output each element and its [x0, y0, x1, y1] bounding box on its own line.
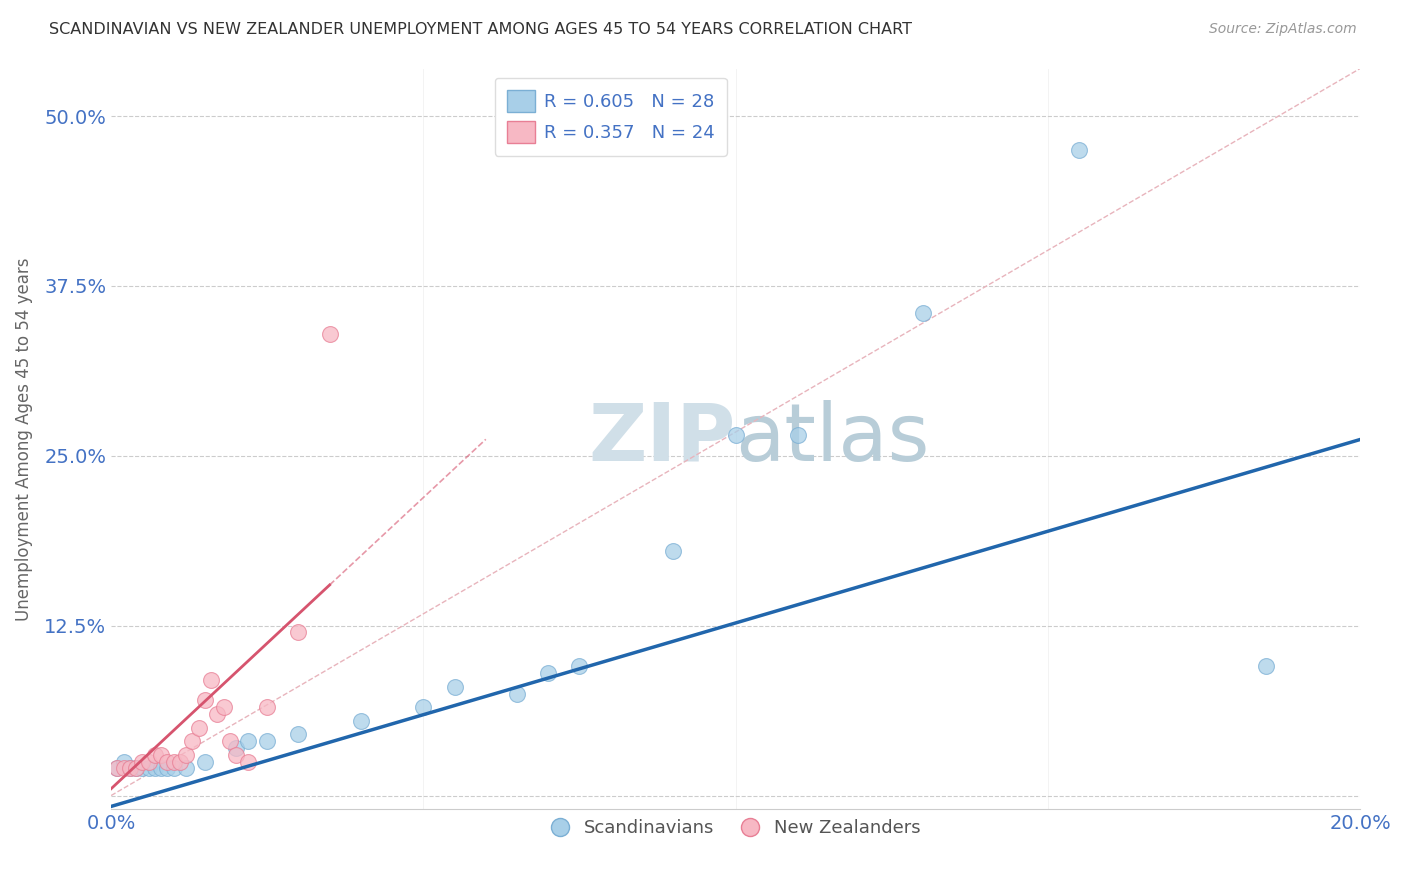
Point	[537, 666, 560, 681]
Point	[131, 755, 153, 769]
Point	[156, 755, 179, 769]
Point	[194, 693, 217, 707]
Text: Source: ZipAtlas.com: Source: ZipAtlas.com	[1209, 22, 1357, 37]
Point	[662, 544, 685, 558]
Point	[162, 755, 184, 769]
Point	[724, 428, 747, 442]
Point	[150, 761, 173, 775]
Point	[112, 755, 135, 769]
Point	[238, 755, 260, 769]
Point	[350, 714, 373, 728]
Point	[318, 326, 340, 341]
Point	[174, 761, 197, 775]
Point	[105, 761, 128, 775]
Point	[1256, 659, 1278, 673]
Text: ZIP: ZIP	[588, 400, 735, 478]
Point	[112, 761, 135, 775]
Point	[138, 761, 160, 775]
Point	[200, 673, 222, 687]
Point	[138, 755, 160, 769]
Point	[143, 747, 166, 762]
Point	[225, 741, 247, 756]
Point	[118, 761, 141, 775]
Point	[238, 734, 260, 748]
Point	[287, 625, 309, 640]
Point	[568, 659, 591, 673]
Point	[212, 700, 235, 714]
Point	[225, 747, 247, 762]
Text: atlas: atlas	[735, 400, 929, 478]
Text: SCANDINAVIAN VS NEW ZEALANDER UNEMPLOYMENT AMONG AGES 45 TO 54 YEARS CORRELATION: SCANDINAVIAN VS NEW ZEALANDER UNEMPLOYME…	[49, 22, 912, 37]
Point	[256, 700, 278, 714]
Point	[131, 761, 153, 775]
Point	[911, 306, 934, 320]
Point	[169, 755, 191, 769]
Point	[506, 687, 529, 701]
Point	[218, 734, 240, 748]
Point	[125, 761, 148, 775]
Point	[443, 680, 465, 694]
Point	[787, 428, 810, 442]
Point	[143, 761, 166, 775]
Point	[1067, 143, 1090, 157]
Point	[187, 721, 209, 735]
Point	[194, 755, 217, 769]
Point	[105, 761, 128, 775]
Point	[125, 761, 148, 775]
Point	[412, 700, 434, 714]
Point	[207, 706, 229, 721]
Point	[256, 734, 278, 748]
Y-axis label: Unemployment Among Ages 45 to 54 years: Unemployment Among Ages 45 to 54 years	[15, 257, 32, 621]
Point	[118, 761, 141, 775]
Point	[174, 747, 197, 762]
Point	[156, 761, 179, 775]
Point	[181, 734, 204, 748]
Point	[150, 747, 173, 762]
Legend: Scandinavians, New Zealanders: Scandinavians, New Zealanders	[544, 812, 928, 845]
Point	[287, 727, 309, 741]
Point	[162, 761, 184, 775]
